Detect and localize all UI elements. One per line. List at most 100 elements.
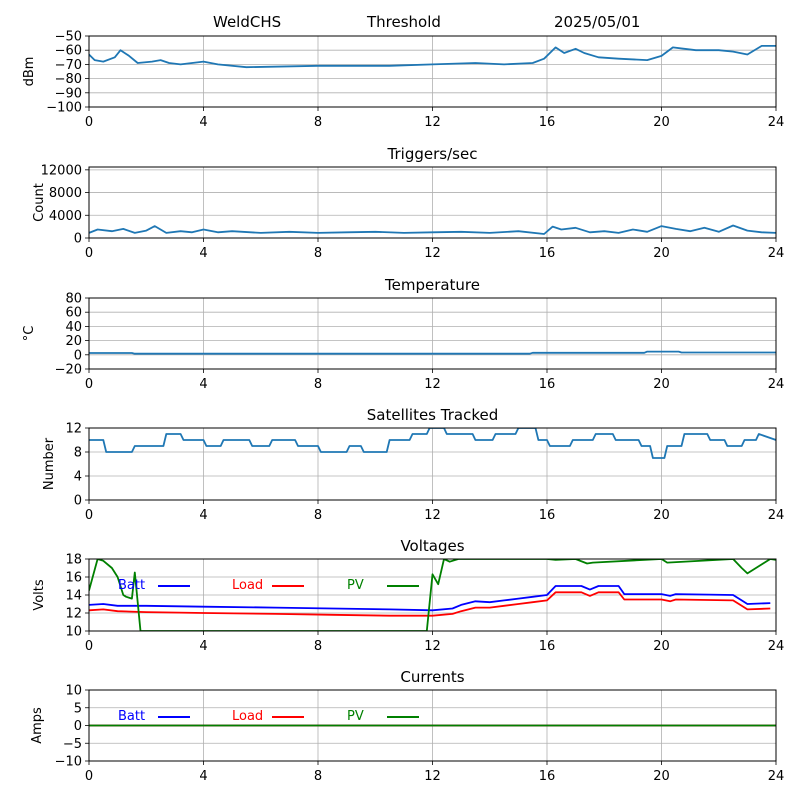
chart-panel-6: 0 4 8 12 16 20 24 −10 −5 0 5 10 Currents Amps Batt Load… <box>30 668 784 784</box>
y-tick-label: 14 <box>65 589 82 604</box>
y-tick-label: −20 <box>55 363 82 378</box>
y-tick-label: 10 <box>65 625 82 640</box>
x-tick-label: 24 <box>768 508 785 523</box>
y-tick-label: 40 <box>65 320 82 335</box>
x-tick-label: 20 <box>653 508 670 523</box>
y-tick-label: 12000 <box>41 163 82 178</box>
x-tick-label: 4 <box>199 115 207 130</box>
figure-header: WeldCHS Threshold 2025/05/01 <box>213 13 640 31</box>
y-tick-label: 8 <box>74 446 82 461</box>
x-tick-label: 0 <box>85 246 93 261</box>
x-tick-label: 8 <box>314 246 322 261</box>
y-tick-label: 60 <box>65 306 82 321</box>
chart-panel-2: 0 4 8 12 16 20 24 0 4000 8000 12000 Triggers/sec Cou… <box>32 145 784 261</box>
chart-title: Satellites Tracked <box>367 406 498 424</box>
x-tick-label: 20 <box>653 769 670 784</box>
y-axis-label: °C <box>22 326 37 342</box>
y-axis-label: Number <box>42 437 57 490</box>
y-tick-label: −60 <box>55 44 82 59</box>
y-tick-label: 4000 <box>49 209 82 224</box>
legend-label-batt: Batt <box>118 709 145 724</box>
y-tick-label: −100 <box>46 101 82 116</box>
chart-title: Currents <box>400 668 464 686</box>
header-station: WeldCHS <box>213 13 281 31</box>
y-tick-label: 0 <box>74 494 82 509</box>
x-tick-label: 24 <box>768 115 785 130</box>
y-tick-label: −90 <box>55 86 82 101</box>
series-group <box>89 350 776 355</box>
y-tick-label: 4 <box>74 470 82 485</box>
chart-title: Temperature <box>384 276 480 294</box>
x-tick-label: 12 <box>424 769 441 784</box>
series-line-1 <box>89 428 776 459</box>
x-tick-label: 8 <box>314 508 322 523</box>
x-tick-label: 0 <box>85 115 93 130</box>
header-date: 2025/05/01 <box>554 13 640 31</box>
x-tick-label: 24 <box>768 769 785 784</box>
y-tick-label: 8000 <box>49 186 82 201</box>
x-tick-label: 20 <box>653 377 670 392</box>
x-tick-label: 16 <box>539 508 556 523</box>
y-tick-label: 12 <box>65 607 82 622</box>
x-tick-label: 12 <box>424 377 441 392</box>
x-tick-label: 16 <box>539 639 556 654</box>
series-line-1 <box>89 350 776 355</box>
x-tick-label: 8 <box>314 377 322 392</box>
x-tick-label: 0 <box>85 639 93 654</box>
legend-label-load: Load <box>232 578 263 593</box>
legend-label-pv: PV <box>347 709 364 724</box>
legend: Batt Load PV <box>118 578 419 593</box>
y-tick-label: 10 <box>65 684 82 699</box>
x-tick-label: 12 <box>424 246 441 261</box>
series-line-1 <box>89 45 776 69</box>
x-tick-label: 24 <box>768 377 785 392</box>
series-group <box>89 224 776 235</box>
x-tick-label: 4 <box>199 377 207 392</box>
chart-panel-5: 0 4 8 12 16 20 24 10 12 14 16 18 Voltages Volts Batt Lo… <box>32 537 784 654</box>
x-tick-label: 16 <box>539 769 556 784</box>
series-line-pv <box>89 559 776 631</box>
x-tick-label: 8 <box>314 639 322 654</box>
y-tick-label: −10 <box>55 755 82 770</box>
chart-panel-4: 0 4 8 12 16 20 24 0 4 8 12 Satellites Tracked Number <box>42 406 784 523</box>
y-axis-label: Count <box>32 183 47 222</box>
chart-title: Triggers/sec <box>387 145 478 163</box>
y-axis-label: Volts <box>32 579 47 611</box>
y-tick-label: 80 <box>65 292 82 307</box>
x-tick-label: 8 <box>314 769 322 784</box>
series-group <box>89 45 776 69</box>
x-tick-label: 24 <box>768 246 785 261</box>
y-tick-label: 5 <box>74 701 82 716</box>
legend-label-batt: Batt <box>118 578 145 593</box>
x-tick-label: 24 <box>768 639 785 654</box>
series-group <box>89 428 776 459</box>
x-tick-label: 4 <box>199 769 207 784</box>
y-tick-label: −5 <box>63 737 82 752</box>
y-axis-label: dBm <box>22 57 37 87</box>
x-tick-label: 20 <box>653 246 670 261</box>
x-tick-label: 4 <box>199 639 207 654</box>
y-tick-label: 16 <box>65 571 82 586</box>
x-tick-label: 4 <box>199 246 207 261</box>
series-line-load <box>89 591 771 617</box>
header-mode: Threshold <box>366 13 441 31</box>
y-tick-label: 0 <box>74 232 82 247</box>
legend-label-load: Load <box>232 709 263 724</box>
x-tick-label: 16 <box>539 246 556 261</box>
x-tick-label: 8 <box>314 115 322 130</box>
y-tick-label: −80 <box>55 72 82 87</box>
x-tick-label: 0 <box>85 377 93 392</box>
legend-label-pv: PV <box>347 578 364 593</box>
x-tick-label: 0 <box>85 508 93 523</box>
y-tick-label: 0 <box>74 348 82 363</box>
x-tick-label: 12 <box>424 508 441 523</box>
series-line-1 <box>89 224 776 235</box>
chart-title: Voltages <box>400 537 464 555</box>
x-tick-label: 0 <box>85 769 93 784</box>
legend: Batt Load PV <box>118 709 419 724</box>
y-tick-label: 20 <box>65 334 82 349</box>
y-axis-label: Amps <box>30 707 45 744</box>
